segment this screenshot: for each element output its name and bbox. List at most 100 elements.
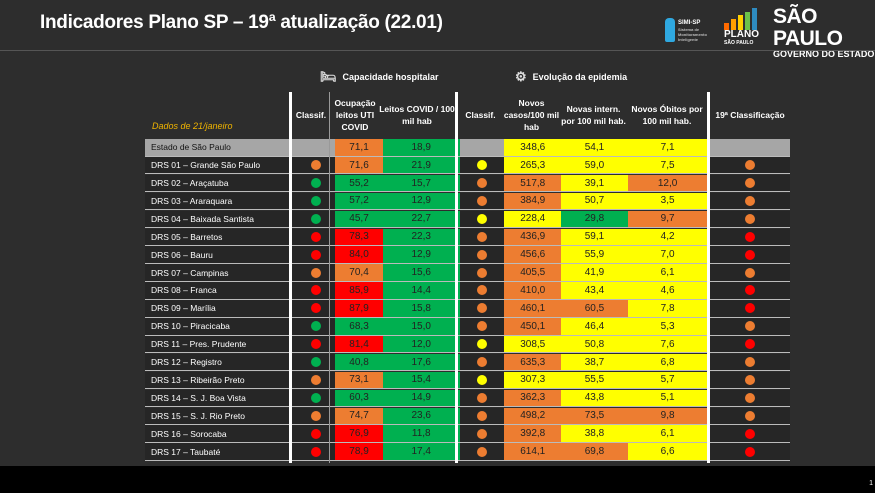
leitos-covid: 14,9 (382, 389, 460, 407)
classificacao-final (710, 174, 791, 192)
classif-hospital (297, 300, 336, 317)
header-novos-casos: Novos casos/100 mil hab (503, 98, 560, 132)
classificacao-final (710, 300, 791, 317)
status-dot-icon (745, 213, 756, 224)
novas-internacoes: 43,8 (561, 389, 628, 407)
table-row: DRS 10 – Piracicaba 68,3 15,0 450,1 46,4 5,3 (145, 318, 791, 336)
novas-internacoes: 69,8 (561, 443, 628, 460)
novos-casos: 450,1 (504, 318, 562, 335)
novos-obitos: 7,1 (627, 139, 708, 156)
classif-epidemia (459, 300, 505, 317)
novas-internacoes: 38,8 (561, 425, 628, 442)
table-row: DRS 02 – Araçatuba 55,2 15,7 517,8 39,1 12,0 (145, 174, 791, 193)
column-divider (455, 92, 458, 463)
novas-internacoes: 50,8 (561, 335, 628, 353)
classif-epidemia (459, 371, 505, 389)
classif-epidemia (459, 156, 505, 174)
novos-casos: 498,2 (504, 407, 562, 424)
ocupacao-uti: 76,9 (335, 425, 383, 442)
table-row: DRS 01 – Grande São Paulo 71,6 21,9 265,3 59… (145, 156, 791, 175)
leitos-covid: 15,0 (382, 318, 460, 335)
classif-hospital (297, 174, 336, 192)
novos-obitos: 7,6 (627, 335, 708, 353)
header-classif-epidemia: Classif. (465, 110, 496, 120)
status-dot-icon (745, 339, 756, 350)
status-dot-icon (311, 195, 322, 206)
sao-paulo-government-logo: SÃO PAULO GOVERNO DO ESTADO (773, 6, 875, 59)
classif-epidemia (459, 353, 505, 371)
section-epidemia-label: Evolução da epidemia (532, 72, 628, 82)
leitos-covid: 12,9 (382, 192, 460, 210)
classif-hospital (297, 318, 336, 335)
classif-hospital (297, 139, 336, 156)
status-dot-icon (476, 303, 487, 314)
classificacao-final (710, 353, 791, 371)
novos-obitos: 6,8 (627, 353, 708, 371)
classificacao-final (710, 282, 791, 299)
classif-epidemia (459, 389, 505, 407)
status-dot-icon (745, 249, 756, 260)
novos-obitos: 4,2 (627, 228, 708, 245)
region-name: DRS 07 – Campinas (145, 264, 298, 281)
novos-casos: 405,5 (504, 264, 562, 281)
leitos-covid: 11,8 (382, 425, 460, 442)
section-hospital-label: Capacidade hospitalar (342, 72, 439, 82)
novos-obitos: 6,6 (627, 443, 708, 460)
region-name: DRS 09 – Marília (145, 300, 298, 317)
table-row: DRS 08 – Franca 85,9 14,4 410,0 43,4 4,6 (145, 282, 791, 300)
classif-epidemia (459, 228, 505, 245)
status-dot-icon (476, 446, 487, 457)
status-dot-icon (311, 231, 322, 242)
classif-epidemia (459, 246, 505, 263)
status-dot-icon (476, 410, 487, 421)
classificacao-final (710, 210, 791, 228)
leitos-covid: 12,9 (382, 246, 460, 263)
ocupacao-uti: 68,3 (335, 318, 383, 335)
simi-person-icon (665, 18, 675, 42)
column-divider (289, 92, 292, 463)
status-dot-icon (476, 267, 487, 278)
table-row: DRS 14 – S. J. Boa Vista 60,3 14,9 362,3 43,… (145, 389, 791, 408)
novas-internacoes: 39,1 (561, 174, 628, 192)
region-name: Estado de São Paulo (145, 139, 298, 156)
novos-casos: 348,6 (504, 139, 562, 156)
status-dot-icon (311, 410, 322, 421)
column-divider (707, 92, 710, 463)
ocupacao-uti: 87,9 (335, 300, 383, 317)
status-dot-icon (745, 267, 756, 278)
classif-hospital (297, 335, 336, 353)
sp-title: SÃO PAULO (773, 5, 843, 50)
header-novos-obitos: Novos Óbitos por 100 mil hab. (631, 104, 703, 126)
status-dot-icon (476, 178, 487, 189)
header-classif-hospital: Classif. (295, 110, 327, 120)
novos-casos: 436,9 (504, 228, 562, 245)
classif-epidemia (459, 407, 505, 424)
status-dot-icon (476, 285, 487, 296)
plano-sp-logo: PLANO SÃO PAULO (724, 8, 764, 48)
novos-casos: 456,6 (504, 246, 562, 263)
status-dot-icon (476, 339, 487, 350)
leitos-covid: 14,4 (382, 282, 460, 299)
ocupacao-uti: 71,6 (335, 156, 383, 174)
region-name: DRS 01 – Grande São Paulo (145, 156, 298, 174)
classificacao-final (710, 264, 791, 281)
status-dot-icon (311, 428, 322, 439)
status-dot-icon (476, 357, 487, 368)
status-dot-icon (745, 357, 756, 368)
status-dot-icon (311, 160, 322, 171)
region-name: DRS 06 – Bauru (145, 246, 298, 263)
status-dot-icon (476, 160, 487, 171)
status-dot-icon (745, 303, 756, 314)
classif-hospital (297, 156, 336, 174)
classificacao-final (710, 139, 791, 156)
status-dot-icon (311, 267, 322, 278)
novas-internacoes: 38,7 (561, 353, 628, 371)
header-ocupacao: Ocupação leitos UTI COVID (334, 98, 376, 132)
table-row: DRS 07 – Campinas 70,4 15,6 405,5 41,9 6,1 (145, 264, 791, 282)
status-dot-icon (745, 392, 756, 403)
novos-casos: 265,3 (504, 156, 562, 174)
table-row: DRS 13 – Ribeirão Preto 73,1 15,4 307,3 55,5… (145, 371, 791, 390)
status-dot-icon (745, 285, 756, 296)
table-row: DRS 09 – Marília 87,9 15,8 460,1 60,5 7,8 (145, 300, 791, 318)
leitos-covid: 22,7 (382, 210, 460, 228)
